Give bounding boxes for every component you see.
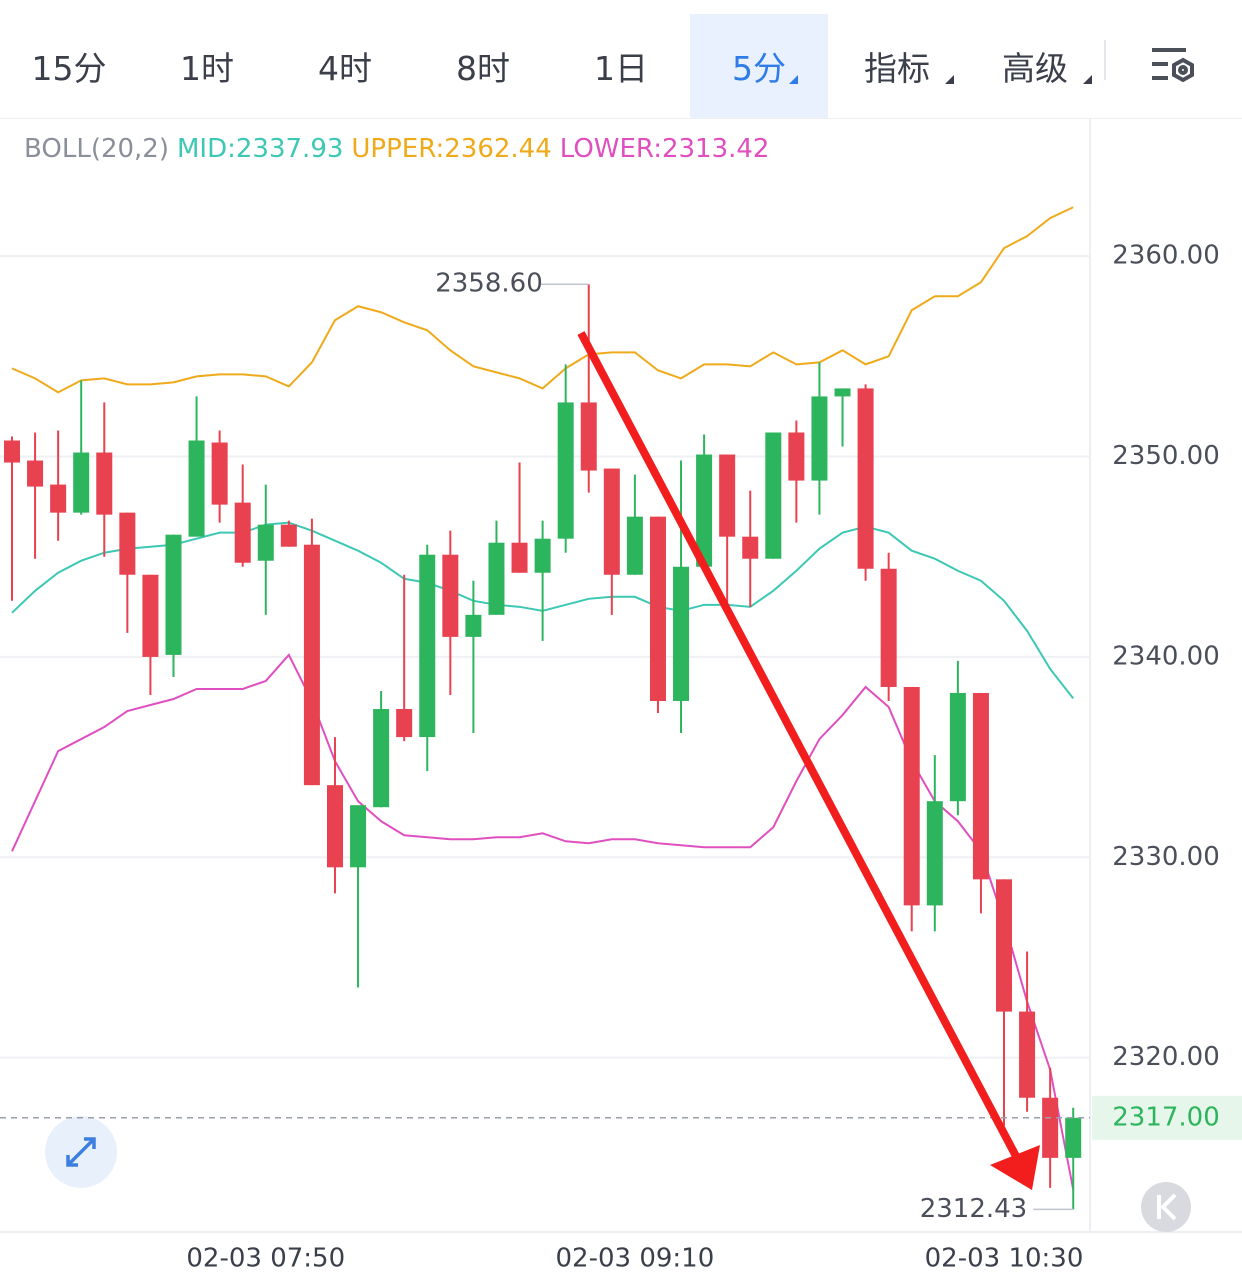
candle-body [788, 432, 805, 481]
last-price-label: 2317.00 [1112, 1102, 1220, 1132]
tab[interactable]: 15分 [31, 49, 107, 88]
tab[interactable]: 高级 [966, 14, 1104, 118]
candle-body [534, 538, 551, 573]
candle-body [373, 709, 390, 808]
candle-body [926, 801, 943, 906]
candle-body [350, 805, 367, 868]
candle-body [488, 542, 505, 615]
candle-body [603, 468, 620, 575]
candle-body [949, 692, 966, 802]
candle-body [142, 574, 159, 657]
legend-entry: BOLL(20,2) [24, 134, 169, 164]
reset-button[interactable] [1141, 1182, 1191, 1232]
candle-body [50, 484, 67, 513]
x-tick-label: 02-03 09:10 [556, 1244, 715, 1274]
tab[interactable]: 4时 [318, 49, 372, 88]
legend-entry: UPPER:2362.44 [351, 134, 551, 164]
dropdown-caret [1083, 75, 1092, 84]
candle-body [211, 442, 228, 505]
tab[interactable]: 1时 [180, 49, 234, 88]
candle-body [1065, 1117, 1082, 1158]
trend-arrow [577, 331, 1040, 1190]
candle-body [1042, 1097, 1059, 1158]
legend-entry: MID:2337.93 [177, 134, 343, 164]
candle-body [27, 460, 44, 487]
candle-body [165, 534, 182, 655]
candle-body [696, 454, 713, 567]
candle-body [326, 785, 343, 868]
y-tick-label: 2360.00 [1112, 241, 1220, 271]
candle-body [511, 542, 528, 573]
tab[interactable]: 1日 [594, 49, 648, 88]
candle-body [811, 396, 828, 481]
boll-line [11, 653, 1075, 1190]
tab[interactable]: 指标 [828, 14, 966, 118]
candle-body [419, 554, 436, 738]
dropdown-caret [789, 75, 798, 84]
tab[interactable]: 5分 [690, 14, 828, 118]
candle-body [580, 402, 597, 471]
candle-body [834, 388, 851, 397]
plot-area: 2358.60 2312.43 [0, 206, 1090, 1224]
candle-body [442, 554, 459, 637]
candle-body [742, 536, 759, 559]
candle-body [557, 402, 574, 539]
candle-body [96, 452, 113, 515]
candle-body [719, 454, 736, 537]
candle-body [73, 452, 90, 513]
candle-body [257, 524, 274, 561]
last-price-box [1092, 1095, 1242, 1140]
dropdown-caret [945, 75, 954, 84]
y-tick-label: 2350.00 [1112, 441, 1220, 471]
x-tick-label: 02-03 07:50 [186, 1244, 345, 1274]
candle-body [119, 512, 136, 575]
candle-body [972, 692, 989, 880]
timeframe-tabs: 15分 1时 4时 8时 1日 5分 指标 高级 [0, 14, 1242, 119]
candle-body [996, 879, 1013, 1012]
high-marker-label: 2358.60 [435, 269, 543, 299]
low-marker-label: 2312.43 [920, 1194, 1028, 1224]
legend-entry: LOWER:2313.42 [560, 134, 770, 164]
candle-body [465, 614, 482, 637]
candle-body [903, 686, 920, 906]
candle-body [280, 524, 297, 547]
y-tick-label: 2340.00 [1112, 641, 1220, 671]
x-tick-label: 02-03 10:30 [925, 1244, 1084, 1274]
candle-body [1019, 1011, 1036, 1098]
candle-body [626, 516, 643, 575]
candle-body [396, 709, 413, 738]
legend: BOLL(20,2) MID:2337.93 UPPER:2362.44 LOWER:… [24, 134, 769, 164]
candle-body [188, 440, 205, 537]
y-tick-label: 2330.00 [1112, 842, 1220, 872]
candle-body [4, 440, 20, 463]
candle-body [649, 516, 666, 701]
expand-button[interactable] [45, 1116, 117, 1188]
boll-line [11, 206, 1074, 394]
candle-body [234, 502, 251, 563]
candle-body [857, 388, 874, 569]
candle-body [673, 566, 690, 701]
y-tick-label: 2320.00 [1112, 1042, 1220, 1072]
candle-body [303, 544, 320, 786]
candle-body [765, 432, 782, 559]
settings-icon[interactable] [1152, 48, 1194, 83]
tab[interactable]: 8时 [456, 49, 510, 88]
candle-body [880, 568, 897, 687]
